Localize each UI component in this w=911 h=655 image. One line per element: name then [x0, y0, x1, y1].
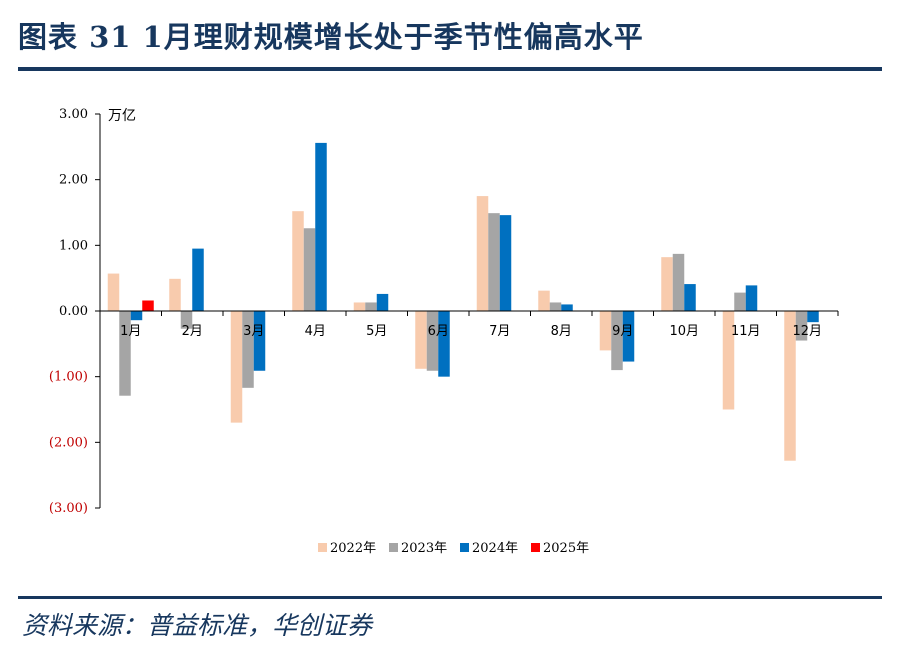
y-tick-label: 2.00	[59, 173, 88, 188]
legend-swatch	[389, 543, 398, 552]
legend-label: 2024年	[472, 541, 518, 556]
x-category-label: 3月	[243, 324, 264, 339]
bar-2023-7	[488, 213, 500, 311]
y-tick-label: 1.00	[59, 238, 88, 253]
x-category-label: 9月	[612, 324, 633, 339]
x-category-label: 10月	[669, 324, 699, 339]
bar-2022-11	[722, 311, 735, 410]
bar-2024-2	[192, 248, 204, 311]
bar-2023-11	[734, 292, 746, 311]
bar-2022-8	[538, 290, 550, 311]
bar-2023-1	[119, 311, 131, 396]
legend: 2022年 2023年 2024年 2025年	[318, 541, 589, 556]
bar-2022-2	[169, 278, 181, 311]
bar-2025-1	[142, 300, 154, 311]
bar-2024-7	[499, 215, 512, 311]
legend-label: 2023年	[401, 541, 447, 556]
header-rule	[18, 67, 882, 71]
bar-2022-10	[661, 257, 673, 311]
bar-2024-1	[130, 311, 143, 321]
bar-2023-12	[795, 311, 808, 341]
legend-swatch	[531, 543, 540, 552]
x-category-label: 1月	[120, 324, 141, 339]
bar-2022-1	[107, 273, 120, 311]
legend-label: 2025年	[543, 541, 589, 556]
legend-swatch	[318, 543, 327, 552]
bar-2023-2	[180, 311, 193, 329]
x-category-label: 2月	[182, 324, 203, 339]
bar-chart: 万亿 3.00 2.00 1.00 0.00 (1.00) (2.00) (3.00) 1月…	[49, 107, 839, 556]
legend-swatch	[460, 543, 469, 552]
bar-2022-6	[415, 311, 427, 369]
figure-header: 图表 31 1月理财规模增长处于季节性偏高水平	[18, 10, 888, 56]
y-tick-label: (2.00)	[49, 435, 88, 450]
figure-title: 图表 31 1月理财规模增长处于季节性偏高水平	[18, 20, 644, 54]
x-category-label: 4月	[305, 324, 326, 339]
bar-2024-10	[684, 284, 696, 311]
x-axis: 1月 2月 3月 4月 5月 6月 7月 8月 9月 10月 11月 12月	[99, 310, 839, 339]
bar-2024-8	[561, 304, 573, 311]
bar-2024-4	[315, 142, 327, 311]
bar-2023-3	[242, 311, 254, 388]
bar-2023-6	[426, 311, 439, 371]
x-category-label: 11月	[731, 324, 761, 339]
bar-2022-4	[292, 211, 304, 311]
bar-2022-12	[784, 311, 796, 461]
footer-rule	[18, 596, 882, 599]
bars-group	[107, 142, 819, 461]
legend-label: 2022年	[330, 541, 376, 556]
bar-2023-9	[611, 311, 623, 371]
y-axis: 3.00 2.00 1.00 0.00 (1.00) (2.00) (3.00)	[49, 107, 101, 516]
bar-2024-9	[622, 311, 635, 362]
y-tick-label: (3.00)	[49, 501, 88, 516]
bar-2023-8	[549, 302, 562, 311]
x-category-label: 7月	[489, 324, 510, 339]
y-unit-label: 万亿	[108, 108, 136, 124]
x-category-label: 6月	[428, 324, 449, 339]
bar-2024-5	[376, 293, 389, 311]
bar-2024-6	[438, 311, 450, 377]
bar-2024-12	[807, 311, 819, 323]
x-category-label: 12月	[792, 324, 822, 339]
bar-2023-4	[303, 228, 316, 311]
bar-2022-9	[599, 311, 612, 351]
bar-2024-11	[745, 285, 758, 311]
bar-2022-3	[230, 311, 243, 423]
source-note: 资料来源：普益标准，华创证券	[22, 611, 373, 640]
y-tick-label: 0.00	[59, 304, 88, 319]
y-tick-label: 3.00	[59, 107, 88, 122]
bar-2024-3	[253, 311, 266, 371]
bar-2023-5	[365, 302, 377, 311]
x-category-label: 8月	[551, 324, 572, 339]
x-category-label: 5月	[366, 324, 387, 339]
bar-2022-5	[353, 302, 366, 311]
bar-2022-7	[476, 196, 489, 311]
bar-2023-10	[672, 253, 685, 311]
y-tick-label: (1.00)	[49, 370, 88, 385]
